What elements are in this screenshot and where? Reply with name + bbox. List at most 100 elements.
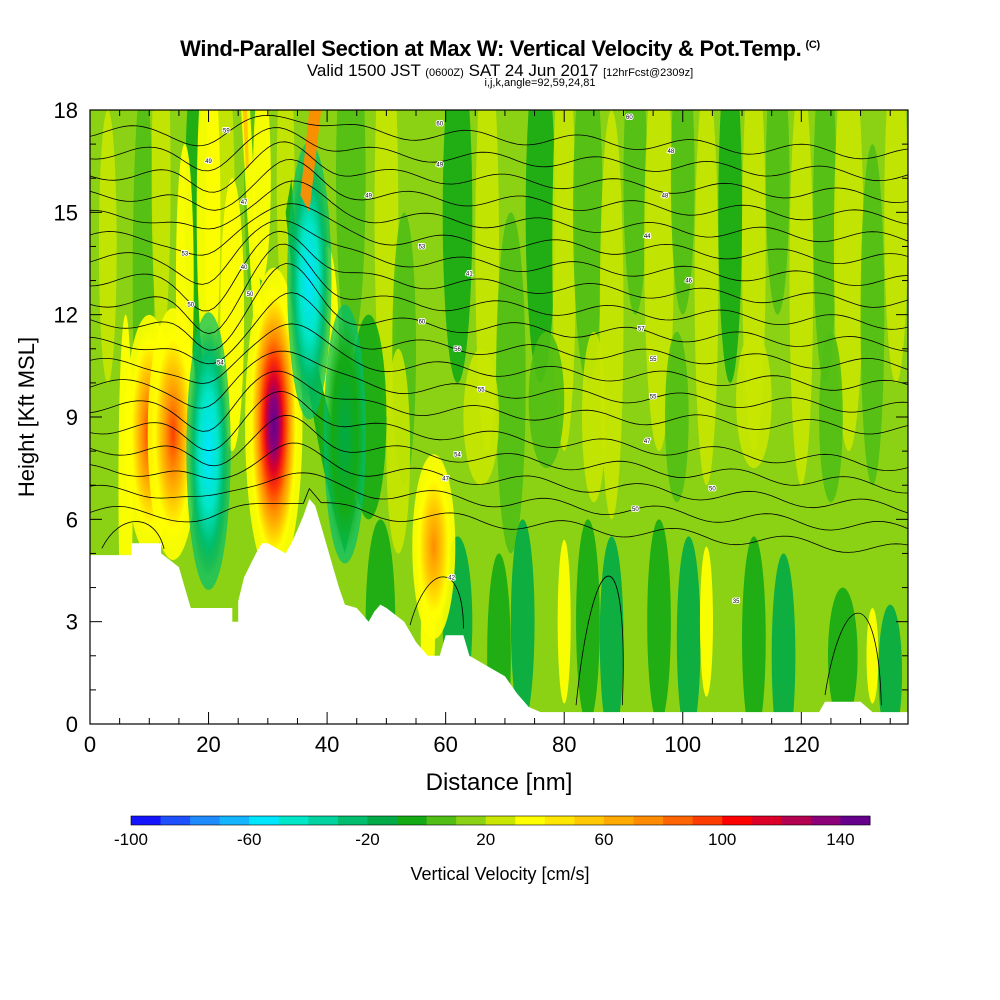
colorbar-swatch xyxy=(426,816,457,825)
colorbar-swatch xyxy=(190,816,221,825)
theta-contour xyxy=(90,472,908,531)
theta-contour-label: 47 xyxy=(241,200,248,206)
theta-contour xyxy=(90,159,908,225)
theta-contour xyxy=(90,127,908,182)
theta-contour xyxy=(90,263,908,352)
field-streak xyxy=(664,331,689,503)
field-streak xyxy=(819,331,843,503)
y-tick-label: 9 xyxy=(66,405,78,430)
colorbar: -100 -60 -20 20 60 100 140 xyxy=(114,815,871,849)
colorbar-swatch xyxy=(397,816,428,825)
field-streak xyxy=(581,331,606,503)
theta-contour-label: 55 xyxy=(650,395,657,401)
theta-contour-label: 60 xyxy=(419,319,426,325)
theta-contour xyxy=(90,350,908,413)
field-streak xyxy=(576,519,600,724)
colorbar-swatch xyxy=(278,816,309,825)
field-streak xyxy=(878,604,903,724)
colorbar-tick-label: 100 xyxy=(708,830,736,849)
colorbar-swatch xyxy=(308,816,339,825)
colorbar-swatch xyxy=(160,816,191,825)
colorbar-tick-label: 20 xyxy=(476,830,495,849)
theta-contour-label: 49 xyxy=(205,159,212,165)
field-streak xyxy=(644,110,674,452)
y-tick-label: 12 xyxy=(54,303,78,328)
theta-contour-label: 47 xyxy=(442,476,449,482)
colorbar-tick-label: 60 xyxy=(594,830,613,849)
theta-contour-label: 56 xyxy=(454,347,461,353)
colorbar-swatch xyxy=(249,816,280,825)
downdraft xyxy=(325,316,365,552)
axes: 0 20 40 60 80 100 120 0 3 6 9 12 15 18 xyxy=(54,98,908,757)
updraft-plume xyxy=(242,110,249,168)
colorbar-tick-label: 140 xyxy=(826,830,854,849)
theta-contour xyxy=(90,390,908,472)
theta-contour xyxy=(101,521,165,549)
colorbar-swatch xyxy=(663,816,694,825)
theta-contour-label: 57 xyxy=(638,326,645,332)
field-streak xyxy=(386,348,411,554)
terrain xyxy=(90,498,908,724)
field-streak xyxy=(647,519,671,724)
colorbar-swatch xyxy=(722,816,753,825)
theta-contour-label: 59 xyxy=(223,128,230,134)
field-streak xyxy=(599,110,624,520)
field-streak xyxy=(699,546,713,697)
theta-contour xyxy=(90,442,908,514)
colorbar-swatch xyxy=(840,816,871,825)
colorbar-swatch xyxy=(219,816,250,825)
field-streak xyxy=(866,608,879,704)
field-streak xyxy=(557,539,571,704)
section-params: i,j,k,angle=92,59,24,81 xyxy=(484,77,596,89)
theta-contour-label: 48 xyxy=(662,193,669,199)
x-tick-label: 80 xyxy=(552,732,576,757)
theta-contour-label: 55 xyxy=(650,357,657,363)
field-streak xyxy=(694,110,719,486)
x-tick-label: 40 xyxy=(315,732,339,757)
field-streak xyxy=(670,110,695,315)
field-streak xyxy=(463,348,499,486)
theta-contour-label: 44 xyxy=(644,234,651,240)
colorbar-swatch xyxy=(544,816,575,825)
x-tick-label: 20 xyxy=(196,732,220,757)
theta-contour-label: 50 xyxy=(709,487,716,493)
field-streak xyxy=(742,536,766,724)
theta-contour-label: 55 xyxy=(478,388,485,394)
plot-area: 60 60 59 49 49 48 47 49 48 44 53 53 40 41 46 50 50 60 57 56… xyxy=(90,110,908,724)
theta-contour xyxy=(90,180,908,243)
theta-contour xyxy=(90,114,908,160)
colorbar-label: Vertical Velocity [cm/s] xyxy=(410,864,589,884)
field-streak xyxy=(827,587,858,724)
theta-contour-label: 49 xyxy=(365,193,372,199)
updraft xyxy=(415,461,453,633)
theta-contour-label: 50 xyxy=(632,507,639,513)
colorbar-swatch xyxy=(337,816,368,825)
theta-contour xyxy=(90,370,908,435)
field-streak xyxy=(736,331,772,469)
x-axis-label: Distance [nm] xyxy=(426,769,573,796)
updraft xyxy=(150,317,195,551)
field-streak xyxy=(374,110,399,417)
x-tick-label: 0 xyxy=(84,732,96,757)
theta-contour-label: 41 xyxy=(466,272,473,278)
field-streak xyxy=(496,212,526,554)
theta-contour-label: 40 xyxy=(241,265,248,271)
field-streak xyxy=(98,110,117,383)
colorbar-swatch xyxy=(603,816,635,825)
x-tick-label: 100 xyxy=(664,732,701,757)
theta-contour xyxy=(575,575,624,706)
colorbar-tick-label: -60 xyxy=(237,830,262,849)
copyright-mark: (C) xyxy=(805,39,820,51)
colorbar-swatch xyxy=(456,816,487,825)
field-streak xyxy=(860,144,885,486)
theta-contour xyxy=(90,219,908,286)
field-streak xyxy=(335,110,366,349)
field-streak xyxy=(525,110,556,383)
theta-contours xyxy=(90,114,908,706)
colorbar-swatch xyxy=(692,816,723,825)
colorbar-swatch xyxy=(131,816,162,825)
field-streak xyxy=(676,536,701,724)
theta-contour-label: 48 xyxy=(668,149,675,155)
field-streak xyxy=(623,110,648,315)
